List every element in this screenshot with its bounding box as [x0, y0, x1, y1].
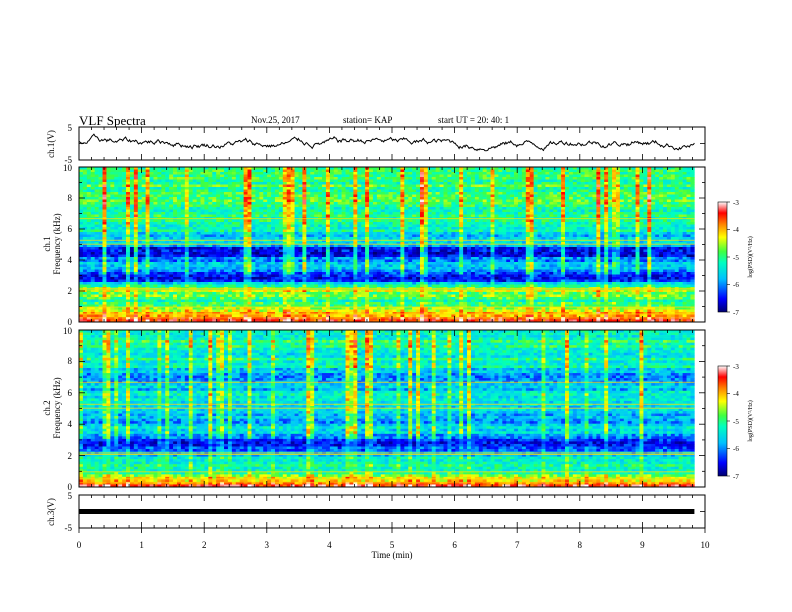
xtick-4: 4: [327, 540, 332, 550]
ch1-spec-ytick-2: 2: [68, 286, 73, 296]
xtick-3: 3: [265, 540, 270, 550]
cb1-tick-m6: -6: [733, 281, 739, 289]
x-axis-title: Time (min): [372, 550, 413, 560]
xtick-6: 6: [452, 540, 457, 550]
xtick-9: 9: [640, 540, 645, 550]
xtick-1: 1: [139, 540, 144, 550]
xtick-7: 7: [515, 540, 520, 550]
cb1-tick-m3: -3: [733, 199, 739, 207]
xtick-0: 0: [77, 540, 82, 550]
cb1-label: log(PSD)(V²/Hz): [747, 236, 754, 277]
ch1-waveform-line: [79, 134, 694, 151]
cb1-tick-m4: -4: [733, 226, 739, 234]
vlf-figure: VLF Spectra Nov.25, 2017 station= KAP st…: [0, 0, 792, 612]
ch1-spec-ytick-10: 10: [63, 163, 73, 173]
ch2-colorbar: [718, 366, 727, 476]
ch3-wave-ylabel: ch.3(V): [46, 498, 56, 526]
ch1-wave-ylabel: ch.1(V): [46, 130, 56, 158]
ch3-wave-ytick-top: 5: [68, 491, 73, 501]
cb2-tick-m5: -5: [733, 418, 739, 426]
ch2-spec-ytick-6: 6: [68, 388, 73, 398]
ch2-spec-ytick-10: 10: [63, 326, 73, 336]
ch2-spec-ytick-4: 4: [68, 419, 73, 429]
ch1-spectrogram-image: [79, 167, 695, 322]
xtick-2: 2: [202, 540, 207, 550]
ch1-colorbar: [718, 202, 727, 312]
ch1-wave-ytick-top: 5: [68, 123, 73, 133]
cb2-tick-m7: -7: [733, 473, 739, 481]
cb1-tick-m5: -5: [733, 254, 739, 262]
chart-svg: 5 -5 0 2 4 6 8 10 0 2 4 6 8 10 5 -5 ch.1…: [0, 0, 792, 612]
ch1-spec-ylabel-freq: Frequency (kHz): [52, 213, 62, 274]
cb1-tick-m7: -7: [733, 309, 739, 317]
cb2-tick-m4: -4: [733, 390, 739, 398]
ch2-spec-ylabel-freq: Frequency (kHz): [52, 377, 62, 438]
xtick-5: 5: [390, 540, 395, 550]
ch2-spec-ytick-2: 2: [68, 451, 73, 461]
ch3-wave-ytick-bottom: -5: [65, 523, 73, 533]
cb2-tick-m6: -6: [733, 445, 739, 453]
ch2-spectrogram-image: [79, 330, 695, 487]
ch2-spec-ytick-8: 8: [68, 356, 73, 366]
colorbar-ticks: [727, 202, 730, 476]
ch1-spec-ytick-6: 6: [68, 224, 73, 234]
ch1-spec-ytick-4: 4: [68, 255, 73, 265]
xtick-10: 10: [701, 540, 711, 550]
cb2-label: log(PSD)(V²/Hz): [747, 400, 754, 441]
ch1-spec-ytick-8: 8: [68, 193, 73, 203]
cb2-tick-m3: -3: [733, 363, 739, 371]
xtick-8: 8: [578, 540, 583, 550]
ch2-spec-ylabel-ch: ch.2: [42, 400, 52, 415]
ch1-spec-ylabel-ch: ch.1: [42, 236, 52, 251]
